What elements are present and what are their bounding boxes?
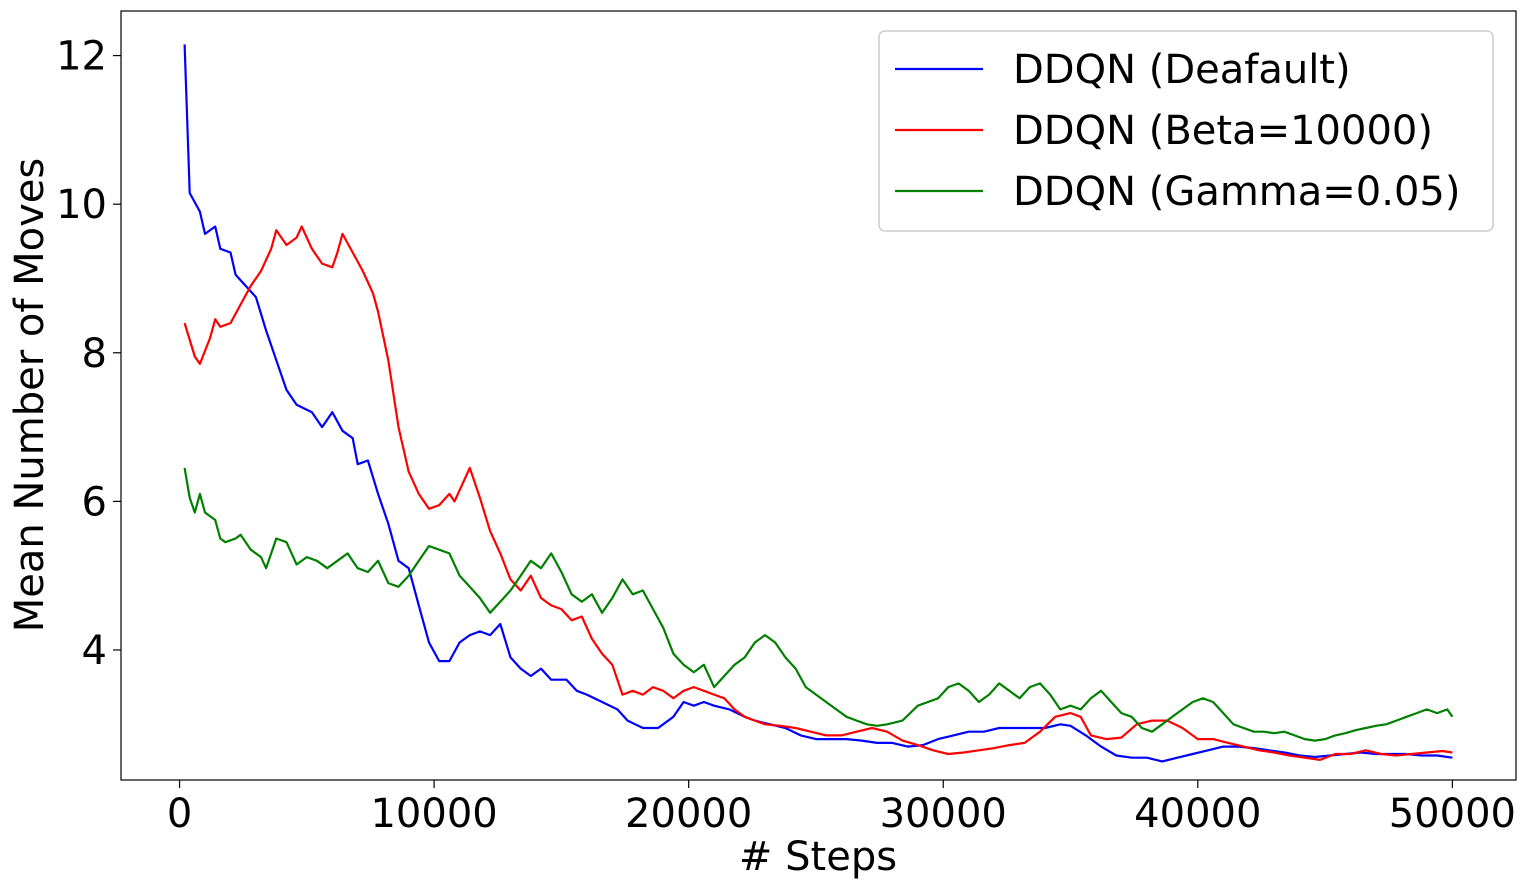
x-tick-label: 30000 [880, 791, 1007, 837]
x-tick-label: 0 [167, 791, 192, 837]
x-tick-label: 40000 [1134, 791, 1261, 837]
series-line-2 [183, 225, 1453, 762]
x-axis-label: # Steps [739, 834, 897, 880]
y-axis: 4 6 8 10 12 [56, 34, 121, 674]
x-axis: 0 10000 20000 30000 40000 50000 [167, 780, 1516, 837]
y-tick-label: 6 [82, 479, 107, 525]
y-tick-label: 10 [56, 182, 107, 228]
legend-label-3: DDQN (Gamma=0.05) [1013, 169, 1460, 215]
y-axis-label: Mean Number of Moves [7, 158, 53, 632]
y-tick-label: 8 [82, 331, 107, 377]
x-tick-label: 50000 [1389, 791, 1516, 837]
legend-box [878, 30, 1494, 232]
series-lines [183, 44, 1454, 763]
y-tick-label: 4 [82, 628, 107, 674]
legend-label-1: DDQN (Deafault) [1013, 47, 1351, 93]
x-tick-label: 20000 [625, 791, 752, 837]
y-tick-label: 12 [56, 34, 107, 80]
legend: DDQN (Deafault) DDQN (Beta=10000) DDQN (Ga… [878, 30, 1494, 232]
series-line-1 [183, 44, 1453, 763]
series-line-3 [183, 467, 1454, 742]
legend-label-2: DDQN (Beta=10000) [1013, 108, 1433, 154]
x-tick-label: 10000 [370, 791, 497, 837]
